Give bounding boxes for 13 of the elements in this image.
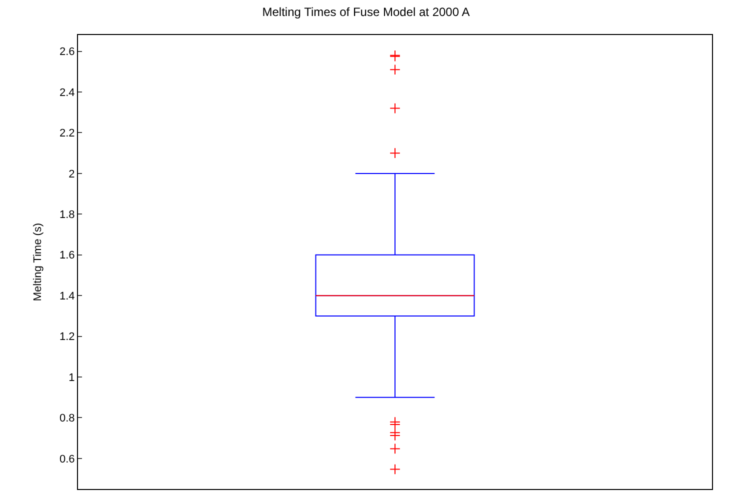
y-tick-label: 2 bbox=[68, 168, 75, 180]
y-axis-title: Melting Time (s) bbox=[32, 222, 44, 302]
y-tick-label: 0.6 bbox=[60, 453, 75, 466]
y-tick-label: 1 bbox=[68, 372, 75, 384]
y-tick-label: 1.2 bbox=[60, 331, 75, 344]
y-tick-label: 2.6 bbox=[60, 46, 75, 58]
y-tick-label: 0.8 bbox=[60, 412, 75, 425]
y-tick-label: 2.2 bbox=[60, 128, 75, 140]
y-tick-label: 1.6 bbox=[60, 250, 75, 262]
y-tick-label: 1.8 bbox=[60, 209, 75, 222]
y-tick-label: 1.4 bbox=[60, 290, 75, 302]
y-tick-label: 2.4 bbox=[60, 86, 75, 99]
chart-title: Melting Times of Fuse Model at 2000 A bbox=[262, 4, 470, 19]
